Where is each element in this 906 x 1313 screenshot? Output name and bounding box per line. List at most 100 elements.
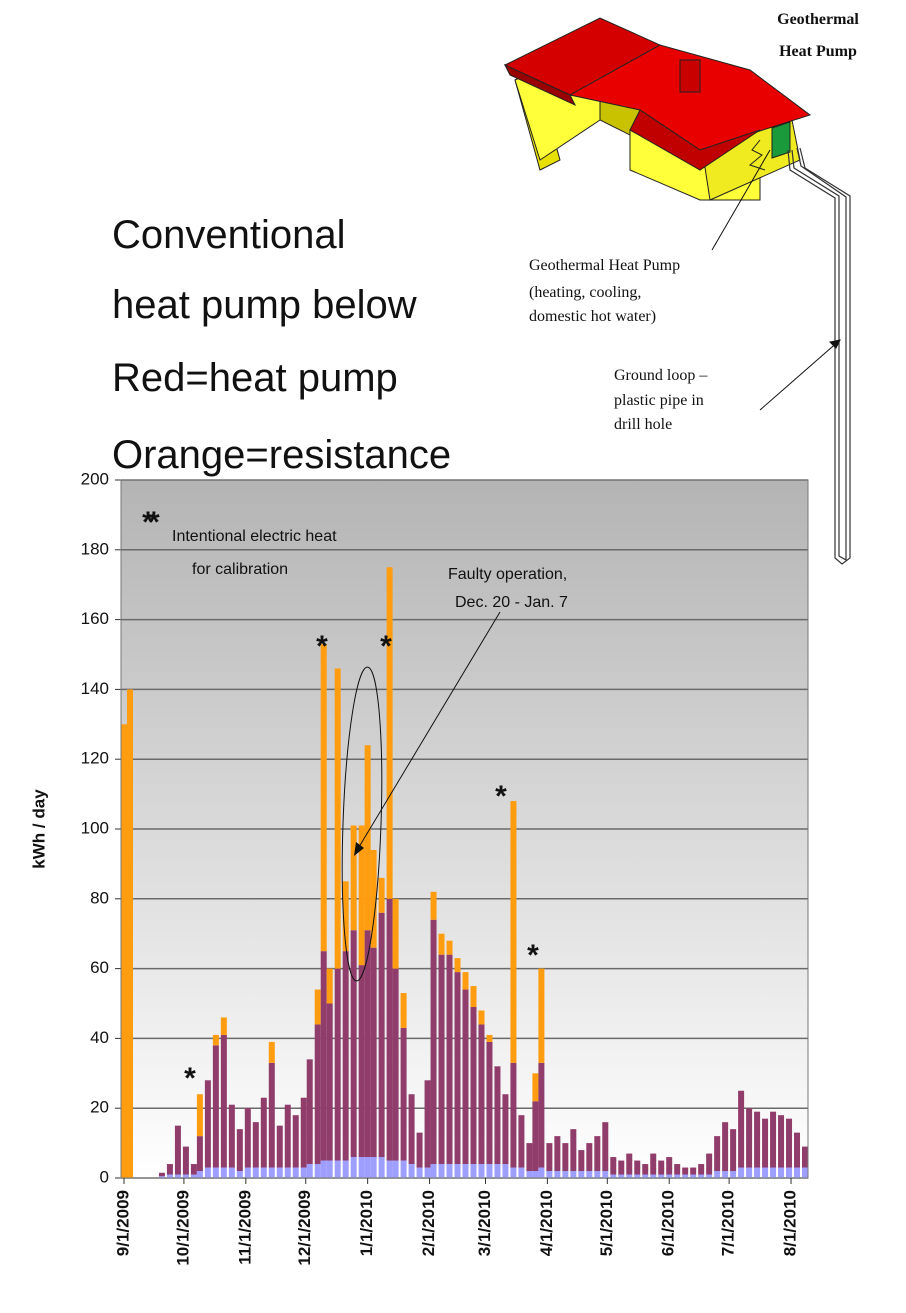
- bar-segment: [196, 1094, 203, 1137]
- bar-segment: [276, 1125, 283, 1168]
- ground-loop: [787, 147, 851, 565]
- annotation: for calibration: [192, 561, 288, 578]
- x-tick-label: 7/1/2010: [719, 1190, 738, 1256]
- bar-segment: [342, 1160, 349, 1178]
- caption: heat pump below: [112, 283, 417, 327]
- bar-segment: [314, 989, 321, 1025]
- bar-segment: [478, 1024, 485, 1165]
- bar-segment: [562, 1171, 569, 1178]
- bar-segment: [158, 1172, 165, 1177]
- diagram-title: Geothermal: [777, 11, 859, 28]
- bar-segment: [666, 1157, 673, 1175]
- bar-segment: [416, 1132, 423, 1168]
- bar-segment: [326, 1003, 333, 1161]
- bar-segment: [370, 947, 377, 1158]
- bar-segment: [562, 1143, 569, 1172]
- bar-segment: [268, 1167, 275, 1178]
- bar-segment: [350, 1157, 357, 1178]
- bar-segment: [470, 1006, 477, 1165]
- bar-segment: [220, 1034, 227, 1168]
- bar-segment: [626, 1153, 633, 1175]
- bar-segment: [400, 1160, 407, 1178]
- x-tick-label: 3/1/2010: [475, 1190, 494, 1256]
- y-tick-label: 140: [81, 679, 109, 698]
- bar-segment: [802, 1146, 809, 1168]
- bar-segment: [350, 825, 357, 931]
- pump-label: domestic hot water): [529, 308, 656, 325]
- bar-segment: [538, 1167, 545, 1178]
- bar-segment: [268, 1062, 275, 1168]
- bar-segment: [386, 567, 393, 899]
- bar-segment: [494, 1164, 501, 1178]
- bar-segment: [158, 1176, 165, 1178]
- bar-segment: [698, 1174, 705, 1178]
- bar-segment: [714, 1136, 721, 1172]
- y-tick-label: 120: [81, 749, 109, 768]
- x-tick-label: 4/1/2010: [537, 1190, 556, 1256]
- caption: Orange=resistance: [112, 433, 451, 477]
- bar-segment: [478, 1164, 485, 1178]
- bar-segment: [438, 1164, 445, 1178]
- bar-segment: [392, 1160, 399, 1178]
- bar-segment: [674, 1174, 681, 1178]
- bar-segment: [462, 1164, 469, 1178]
- bar-segment: [236, 1129, 243, 1172]
- bar-segment: [594, 1136, 601, 1172]
- bar-segment: [502, 1164, 509, 1178]
- loop-label: plastic pipe in: [614, 392, 704, 409]
- asterisk: *: [380, 630, 392, 663]
- x-tick-label: 6/1/2010: [659, 1190, 678, 1256]
- pump-label: Geothermal Heat Pump: [529, 257, 680, 274]
- bar-segment: [244, 1108, 251, 1168]
- bar-segment: [634, 1174, 641, 1178]
- bar-segment: [462, 972, 469, 990]
- bar-segment: [690, 1174, 697, 1178]
- asterisk: *: [142, 506, 154, 539]
- bar-segment: [284, 1104, 291, 1168]
- bar-segment: [126, 689, 133, 1178]
- bar-segment: [212, 1167, 219, 1178]
- bar-segment: [470, 1164, 477, 1178]
- bar-segment: [570, 1171, 577, 1178]
- bar-segment: [358, 965, 365, 1158]
- bar-segment: [730, 1171, 737, 1178]
- bar-segment: [486, 1034, 493, 1042]
- bar-segment: [300, 1097, 307, 1168]
- bar-segment: [470, 986, 477, 1007]
- bar-segment: [650, 1153, 657, 1175]
- x-tick-label: 12/1/2009: [295, 1190, 314, 1266]
- annotation: Intentional electric heat: [172, 528, 337, 545]
- bar-segment: [190, 1174, 197, 1178]
- bar-segment: [634, 1160, 641, 1175]
- bar-segment: [212, 1045, 219, 1168]
- loop-label: drill hole: [614, 416, 672, 433]
- x-tick-label: 2/1/2010: [419, 1190, 438, 1256]
- bar-segment: [190, 1164, 197, 1175]
- bar-segment: [121, 724, 127, 1178]
- bar-segment: [454, 1164, 461, 1178]
- bar-segment: [358, 1157, 365, 1178]
- bar-segment: [778, 1115, 785, 1168]
- bar-segment: [546, 1171, 553, 1178]
- x-tick-label: 9/1/2009: [113, 1190, 132, 1256]
- bar-segment: [326, 1160, 333, 1178]
- bar-segment: [370, 849, 377, 948]
- bar-segment: [364, 930, 371, 1158]
- bar-segment: [478, 1010, 485, 1025]
- bar-segment: [334, 668, 341, 969]
- x-tick-label: 11/1/2009: [235, 1190, 254, 1265]
- bar-segment: [320, 1160, 327, 1178]
- y-tick-label: 100: [81, 818, 109, 837]
- bar-segment: [196, 1171, 203, 1178]
- plot: 0 20 40 60 80 100 120 140 160 180 200 9/1/2009 10/1/…: [29, 469, 809, 1266]
- bar-segment: [334, 968, 341, 1161]
- bar-segment: [546, 1143, 553, 1172]
- asterisk: *: [148, 506, 160, 539]
- bar-segment: [364, 1157, 371, 1178]
- diagram-title: Heat Pump: [779, 43, 857, 60]
- bar-segment: [400, 993, 407, 1028]
- bar-segment: [618, 1160, 625, 1175]
- bar-segment: [802, 1167, 809, 1178]
- y-tick-label: 180: [81, 539, 109, 558]
- bar-segment: [416, 1167, 423, 1178]
